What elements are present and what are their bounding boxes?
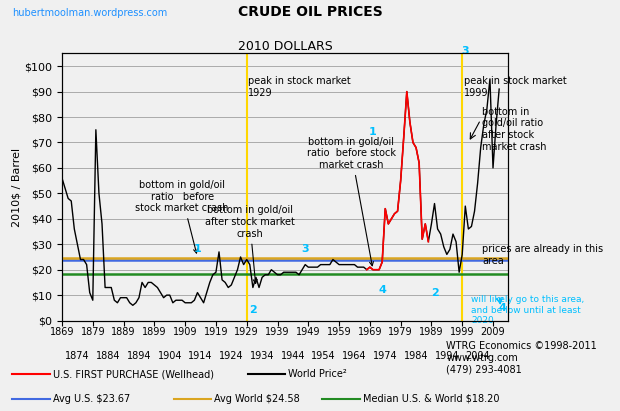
Text: will likely go to this area,
and be low until at least
2020: will likely go to this area, and be low … [471, 295, 585, 325]
Text: peak in stock market
1999: peak in stock market 1999 [464, 76, 567, 98]
Text: peak in stock market
1929: peak in stock market 1929 [248, 76, 351, 98]
Text: prices are already in this
area: prices are already in this area [482, 244, 603, 266]
Text: 2004: 2004 [465, 351, 490, 361]
Text: 1874: 1874 [65, 351, 90, 361]
Text: 1: 1 [193, 245, 202, 254]
Text: CRUDE OIL PRICES: CRUDE OIL PRICES [237, 5, 383, 19]
Text: World Price²: World Price² [288, 369, 347, 379]
Text: 1: 1 [369, 127, 377, 137]
Text: 4: 4 [378, 285, 386, 295]
Text: 1924: 1924 [219, 351, 244, 361]
Title: 2010 DOLLARS: 2010 DOLLARS [238, 40, 332, 53]
Text: 1914: 1914 [188, 351, 213, 361]
Text: 3: 3 [461, 46, 469, 56]
Text: bottom in gold/oil
ratio  before stock
market crash: bottom in gold/oil ratio before stock ma… [307, 137, 396, 266]
Text: 4: 4 [498, 303, 506, 313]
Text: 1964: 1964 [342, 351, 366, 361]
Text: 1984: 1984 [404, 351, 428, 361]
Text: WTRG Economics ©1998-2011
www.wtrg.com
(479) 293-4081: WTRG Economics ©1998-2011 www.wtrg.com (… [446, 341, 597, 374]
Text: 1884: 1884 [96, 351, 120, 361]
Text: Avg World $24.58: Avg World $24.58 [214, 394, 299, 404]
Text: 1944: 1944 [281, 351, 305, 361]
Text: 1904: 1904 [157, 351, 182, 361]
Text: 1934: 1934 [250, 351, 275, 361]
Text: hubertmoolman.wordpress.com: hubertmoolman.wordpress.com [12, 9, 167, 18]
Text: 2: 2 [249, 305, 257, 315]
Text: bottom in
gold/oil ratio
after stock
market crash: bottom in gold/oil ratio after stock mar… [482, 107, 547, 152]
Text: Avg U.S. $23.67: Avg U.S. $23.67 [53, 394, 130, 404]
Text: bottom in gold/oil
ratio   before
stock market crash: bottom in gold/oil ratio before stock ma… [135, 180, 229, 253]
Text: 1974: 1974 [373, 351, 397, 361]
Text: 1894: 1894 [126, 351, 151, 361]
Text: 3: 3 [301, 245, 309, 254]
Text: Median U.S. & World $18.20: Median U.S. & World $18.20 [363, 394, 499, 404]
Text: 1954: 1954 [311, 351, 336, 361]
Text: U.S. FIRST PURCHASE (Wellhead): U.S. FIRST PURCHASE (Wellhead) [53, 369, 214, 379]
Text: bottom in gold/oil
after stock market
crash: bottom in gold/oil after stock market cr… [205, 206, 294, 284]
Text: 2: 2 [431, 288, 438, 298]
Y-axis label: 2010$ / Barrel: 2010$ / Barrel [12, 148, 22, 226]
Text: 1994: 1994 [435, 351, 459, 361]
